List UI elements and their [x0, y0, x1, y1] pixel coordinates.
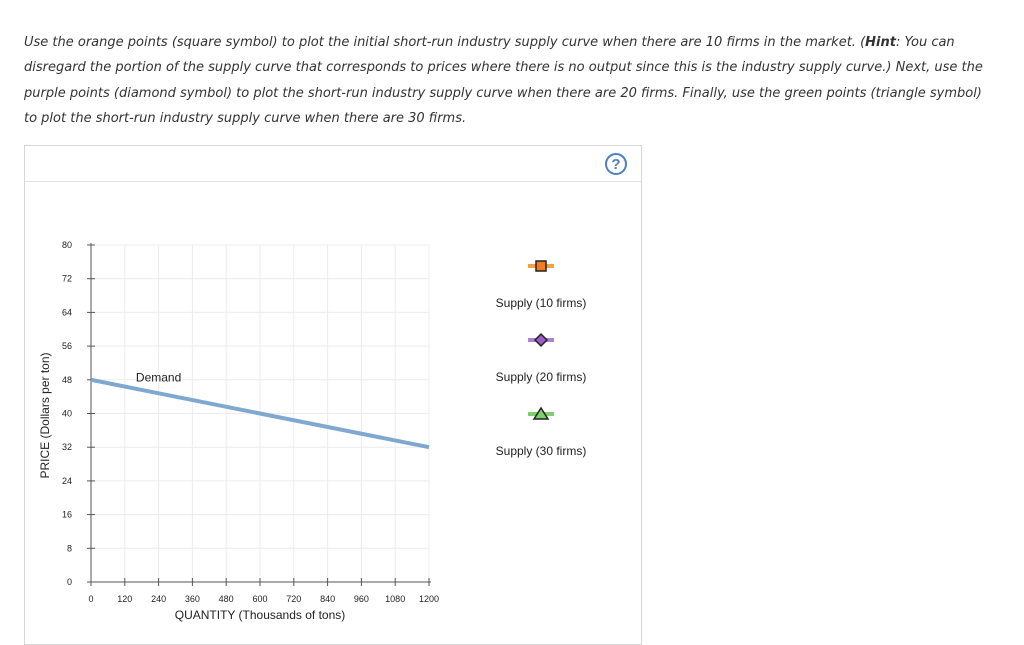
legend-label: Supply (20 firms) [496, 370, 587, 384]
chart-panel: ? 0 8 16 24 32 40 48 56 64 72 80 0 120 240 360 480 600 72… [24, 145, 642, 645]
panel-header: ? [25, 146, 641, 182]
hint-label: Hint [865, 35, 896, 50]
demand-curve-label: Demand [136, 370, 181, 384]
y-tick-label: 40 [62, 409, 72, 419]
diamond-marker-icon [533, 332, 549, 348]
grid [91, 244, 430, 582]
x-tick-label: 0 [88, 594, 93, 604]
y-tick-label: 56 [62, 341, 72, 351]
x-axis-title: QUANTITY (Thousands of tons) [175, 608, 346, 622]
x-tick-label: 240 [151, 594, 166, 604]
x-tick-label: 1080 [385, 594, 405, 604]
instructions-part2: : You can disregard the portion of the s… [24, 35, 983, 126]
y-tick-label: 72 [62, 274, 72, 284]
y-tick-label: 32 [62, 442, 72, 452]
help-button[interactable]: ? [605, 153, 627, 175]
x-tick-label: 480 [219, 594, 234, 604]
x-tick-label: 720 [286, 594, 301, 604]
x-tick-label: 840 [320, 594, 335, 604]
demand-curve [90, 377, 430, 450]
x-tick-label: 600 [252, 594, 267, 604]
y-tick-label: 48 [62, 375, 72, 385]
triangle-marker-icon [532, 406, 550, 420]
axes: 0 8 16 24 32 40 48 56 64 72 80 0 120 240 360 480 600 720 8… [38, 240, 439, 622]
instructions-text: Use the orange points (square symbol) to… [24, 30, 999, 131]
chart-svg: 0 8 16 24 32 40 48 56 64 72 80 0 120 240 360 480 600 720 8… [38, 240, 587, 622]
x-tick-label: 360 [185, 594, 200, 604]
y-tick-label: 0 [67, 577, 72, 587]
x-tick-label: 960 [354, 594, 369, 604]
series: Demand [90, 370, 430, 450]
x-tick-label: 1200 [419, 594, 439, 604]
square-marker-icon [535, 260, 547, 272]
legend: Supply (10 firms) Supply (20 firms) Supply… [496, 260, 587, 458]
y-tick-label: 80 [62, 240, 72, 250]
y-tick-label: 16 [62, 510, 72, 520]
instructions-part1: Use the orange points (square symbol) to… [24, 35, 866, 50]
y-axis-title: PRICE (Dollars per ton) [38, 352, 52, 478]
y-tick-label: 24 [62, 476, 72, 486]
x-tick-label: 120 [117, 594, 132, 604]
y-tick-label: 8 [67, 543, 72, 553]
y-tick-label: 64 [62, 307, 72, 317]
legend-label: Supply (30 firms) [496, 444, 587, 458]
legend-label: Supply (10 firms) [496, 296, 587, 310]
